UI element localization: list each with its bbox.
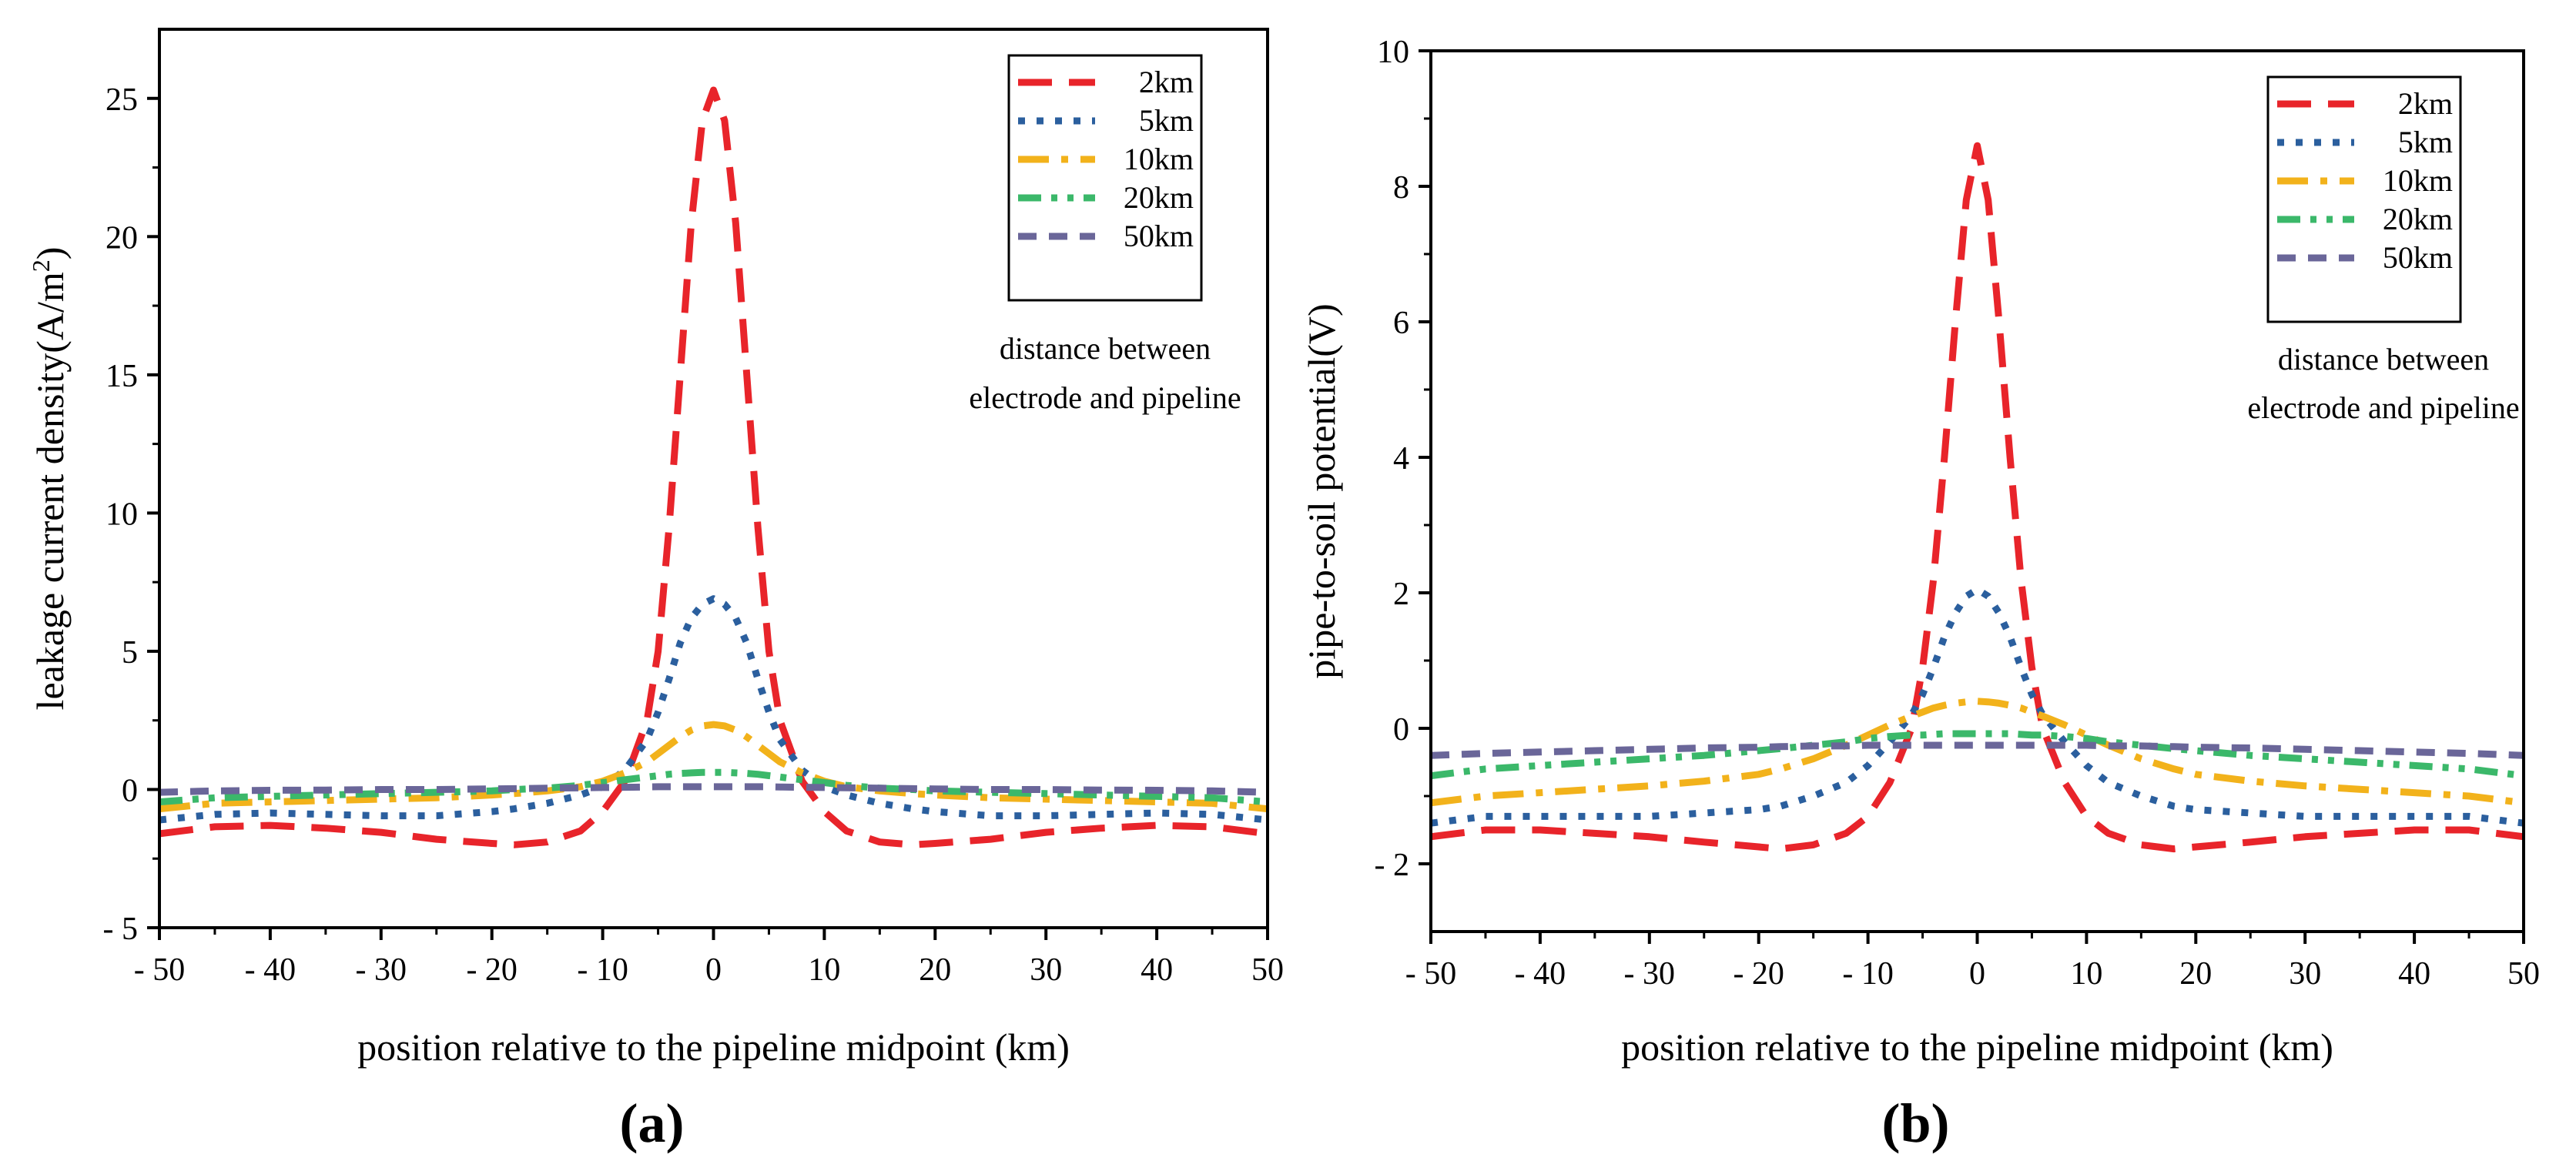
legend-label-5km: 5km [2398,125,2453,159]
y-tick-label: 15 [106,359,138,394]
x-tick-label: 50 [2507,956,2540,992]
x-tick-label: - 20 [1733,956,1784,992]
x-tick-label: 0 [705,952,722,988]
legend-label-20km: 20km [2383,202,2453,236]
x-tick-label: 20 [919,952,951,988]
series-line-10km [159,721,1268,813]
y-axis-label: pipe-to-soil potential(V) [1300,303,1343,678]
legend-label-10km: 10km [2383,163,2453,198]
y-tick-label: 5 [122,635,138,671]
x-tick-label: - 10 [1842,956,1894,992]
x-tick-label: 30 [2289,956,2321,992]
annotation-line-2: electrode and pipeline [969,380,1241,415]
panel-label: (a) [620,1092,685,1154]
y-tick-label: 2 [1393,577,1409,612]
legend: 2km 5km 10km 20km 50km [2266,75,2462,323]
x-tick-label: 50 [1251,952,1284,988]
panel-label: (b) [1882,1092,1950,1154]
y-tick-label: 6 [1393,306,1409,341]
annotation-line-1: distance between [1000,331,1211,366]
series-line-10km [1431,698,2524,807]
series-line-20km [1431,730,2524,780]
x-tick-label: 0 [1969,956,1985,992]
series-line-2km [159,86,1268,848]
x-tick-label: - 50 [1405,956,1457,992]
y-axis-label: leakage current density(A/m2) [27,247,72,711]
x-tick-label: 10 [2070,956,2102,992]
y-tick-label: 0 [122,773,138,808]
series-line-2km [1431,142,2524,853]
x-tick-label: 40 [2398,956,2430,992]
legend-label-10km: 10km [1124,142,1194,176]
series-line-5km [159,595,1268,824]
series-lines [1431,142,2524,853]
x-axis-label: position relative to the pipeline midpoi… [357,1025,1070,1069]
x-tick-label: 40 [1141,952,1173,988]
x-tick-label: - 30 [356,952,407,988]
x-tick-label: 30 [1030,952,1062,988]
x-tick-label: - 30 [1624,956,1676,992]
series-line-20km [159,768,1268,806]
legend-label-50km: 50km [1124,219,1194,253]
legend-box [1007,54,1203,302]
legend-label-50km: 50km [2383,240,2453,275]
legend: 2km 5km 10km 20km 50km [1007,54,1203,302]
x-axis-label: position relative to the pipeline midpoi… [1621,1025,2333,1069]
x-tick-label: - 40 [245,952,296,988]
legend-label-2km: 2km [1139,65,1194,99]
y-tick-label: 0 [1393,712,1409,748]
y-tick-label: 20 [106,220,138,256]
panel-a: - 50- 40- 30- 20- 10 0 10 20 30 40 50- 5051015… [27,28,1284,1154]
x-tick-label: - 40 [1515,956,1566,992]
y-tick-label: 8 [1393,170,1409,206]
series-line-50km [1431,741,2524,759]
annotation-line-1: distance between [2278,342,2489,376]
x-tick-label: - 10 [577,952,628,988]
y-tick-label: 4 [1393,441,1409,477]
legend-box [2266,75,2462,323]
legend-label-5km: 5km [1139,103,1194,138]
series-line-50km [159,783,1268,796]
x-tick-label: - 20 [466,952,518,988]
legend-label-20km: 20km [1124,180,1194,215]
y-tick-label: 10 [106,497,138,532]
panel-b: - 50- 40- 30- 20- 10 0 10 20 30 40 50- 2024681… [1300,35,2540,1154]
annotation-line-2: electrode and pipeline [2247,390,2519,425]
y-tick-label: - 2 [1375,848,1410,883]
legend-label-2km: 2km [2398,86,2453,121]
series-lines [159,86,1268,848]
y-tick-label: 10 [1377,35,1409,70]
y-tick-label: - 5 [103,912,139,947]
y-tick-label: 25 [106,82,138,118]
x-tick-label: 20 [2179,956,2212,992]
x-tick-label: - 50 [134,952,186,988]
x-tick-label: 10 [808,952,840,988]
